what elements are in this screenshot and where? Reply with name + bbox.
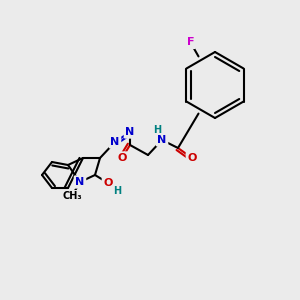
Text: N: N [75, 177, 85, 187]
Text: O: O [103, 178, 113, 188]
Text: N: N [125, 127, 135, 137]
Text: F: F [187, 38, 194, 47]
Text: CH₃: CH₃ [62, 191, 82, 201]
Text: N: N [110, 137, 120, 147]
Text: N: N [158, 135, 166, 145]
Text: O: O [117, 153, 127, 163]
Text: O: O [187, 153, 197, 163]
Text: H: H [113, 186, 121, 196]
Text: H: H [153, 125, 161, 135]
